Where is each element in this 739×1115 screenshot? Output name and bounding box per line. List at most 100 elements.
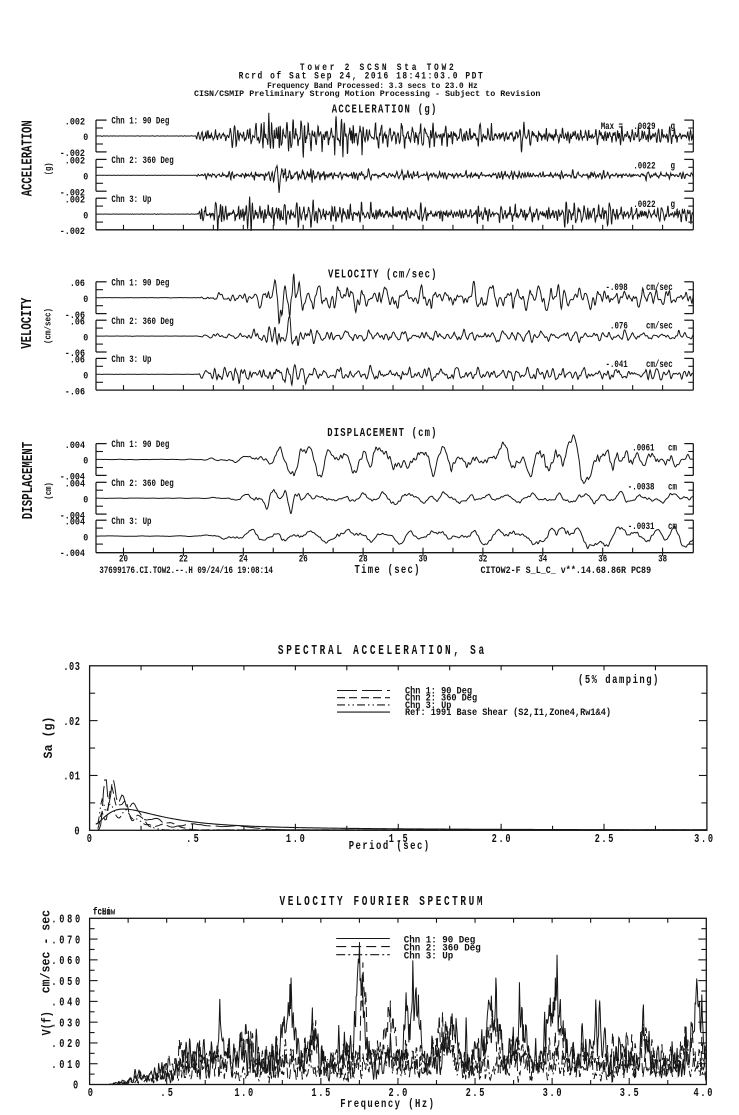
svg-text:Frequency (Hz): Frequency (Hz) xyxy=(340,1098,434,1112)
svg-text:-.041: -.041 xyxy=(606,359,628,371)
svg-text:24: 24 xyxy=(239,554,248,566)
svg-text:0: 0 xyxy=(83,210,88,222)
svg-text:-.098: -.098 xyxy=(606,282,628,294)
svg-text:Chn 1: 90 Deg: Chn 1: 90 Deg xyxy=(404,935,476,947)
svg-text:VELOCITY: VELOCITY xyxy=(20,297,36,348)
svg-text:1.0: 1.0 xyxy=(286,833,305,847)
svg-text:.004: .004 xyxy=(65,479,85,491)
svg-text:-.004: -.004 xyxy=(60,548,85,560)
svg-text:.004: .004 xyxy=(65,516,85,528)
svg-text:ACCELERATION: ACCELERATION xyxy=(21,120,37,196)
svg-text:ACCELERATION (g): ACCELERATION (g) xyxy=(332,103,437,117)
svg-text:4.0: 4.0 xyxy=(694,1087,713,1101)
svg-text:22: 22 xyxy=(179,554,188,566)
svg-text:20: 20 xyxy=(119,554,128,566)
svg-text:Chn 2: 360 Deg: Chn 2: 360 Deg xyxy=(405,693,477,704)
svg-text:Chn 3: Up: Chn 3: Up xyxy=(405,700,452,711)
svg-text:0: 0 xyxy=(83,294,88,306)
svg-text:g: g xyxy=(671,121,676,133)
svg-text:0: 0 xyxy=(74,825,79,839)
svg-text:34: 34 xyxy=(538,554,547,566)
svg-text:Ref: 1991 Base Shear (S2,I1,Zo: Ref: 1991 Base Shear (S2,I1,Zone4,Rw1&4) xyxy=(405,707,611,718)
svg-text:cm/sec: cm/sec xyxy=(646,282,673,294)
svg-text:cm: cm xyxy=(668,521,677,533)
svg-text:g: g xyxy=(671,160,676,172)
svg-text:0: 0 xyxy=(83,132,88,144)
svg-text:3.5: 3.5 xyxy=(620,1087,639,1101)
svg-text:.004: .004 xyxy=(65,440,85,452)
svg-text:28: 28 xyxy=(359,554,368,566)
svg-text:Chn 1: 90 Deg: Chn 1: 90 Deg xyxy=(111,116,169,128)
svg-text:32: 32 xyxy=(478,554,487,566)
svg-text:.0022: .0022 xyxy=(633,160,655,172)
svg-text:SPECTRAL ACCELERATION, Sa: SPECTRAL ACCELERATION, Sa xyxy=(278,642,484,658)
svg-text:0: 0 xyxy=(83,456,88,468)
svg-text:3.0: 3.0 xyxy=(694,833,713,847)
svg-text:fcHi: fcHi xyxy=(93,907,111,919)
svg-text:CISN/CSMIP Preliminary Strong: CISN/CSMIP Preliminary Strong Motion Pro… xyxy=(194,89,540,99)
svg-text:-.004: -.004 xyxy=(60,472,85,484)
svg-text:.06: .06 xyxy=(70,316,85,328)
svg-text:-.06: -.06 xyxy=(65,386,85,398)
svg-text:Max =: Max = xyxy=(601,121,623,133)
svg-text:.002: .002 xyxy=(65,194,85,206)
svg-text:1.5: 1.5 xyxy=(389,833,408,847)
svg-text:Rcrd of Sat Sep 24, 2016 18:41: Rcrd of Sat Sep 24, 2016 18:41:03.0 PDT xyxy=(239,70,483,82)
svg-text:Chn 3: Up: Chn 3: Up xyxy=(111,194,151,206)
svg-text:.0022: .0022 xyxy=(633,199,655,211)
svg-text:36: 36 xyxy=(598,554,607,566)
svg-text:-.0031: -.0031 xyxy=(628,521,655,533)
svg-text:Chn 2: 360 Deg: Chn 2: 360 Deg xyxy=(111,478,173,490)
svg-text:Chn 1: 90 Deg: Chn 1: 90 Deg xyxy=(111,439,169,451)
svg-text:Time (sec): Time (sec) xyxy=(355,564,420,578)
svg-text:.002: .002 xyxy=(65,116,85,128)
svg-text:0: 0 xyxy=(83,371,88,383)
svg-text:.06: .06 xyxy=(70,278,85,290)
svg-text:1.0: 1.0 xyxy=(234,1087,253,1101)
svg-text:VELOCITY FOURIER SPECTRUM: VELOCITY FOURIER SPECTRUM xyxy=(280,893,483,909)
svg-text:0: 0 xyxy=(88,1087,93,1101)
svg-text:cm/sec: cm/sec xyxy=(646,359,673,371)
svg-text:VELOCITY (cm/sec): VELOCITY (cm/sec) xyxy=(328,268,436,282)
svg-text:38: 38 xyxy=(658,554,667,566)
svg-text:V(f): V(f) xyxy=(40,1011,55,1035)
svg-text:0: 0 xyxy=(83,532,88,544)
svg-text:-.002: -.002 xyxy=(60,226,85,238)
svg-text:-.004: -.004 xyxy=(60,510,85,522)
svg-text:cm/sec: cm/sec xyxy=(646,320,673,332)
svg-text:2.0: 2.0 xyxy=(492,833,511,847)
svg-text:Chn 3: Up: Chn 3: Up xyxy=(111,354,151,366)
svg-text:-.002: -.002 xyxy=(60,187,85,199)
svg-text:Chn 2: 360 Deg: Chn 2: 360 Deg xyxy=(404,943,481,955)
svg-text:0: 0 xyxy=(73,1080,78,1094)
svg-text:Chn 2: 360 Deg: Chn 2: 360 Deg xyxy=(111,155,173,167)
svg-text:0: 0 xyxy=(83,172,88,184)
svg-text:1.5: 1.5 xyxy=(311,1087,330,1101)
svg-text:Chn 3: Up: Chn 3: Up xyxy=(111,516,151,528)
svg-text:-.002: -.002 xyxy=(60,148,85,160)
svg-text:Tower 2 SCSN Sta TOW2: Tower 2 SCSN Sta TOW2 xyxy=(300,61,454,73)
svg-text:0: 0 xyxy=(83,494,88,506)
svg-text:(cm): (cm) xyxy=(43,482,54,500)
svg-text:fcLow: fcLow xyxy=(93,907,116,919)
svg-text:2.5: 2.5 xyxy=(595,833,614,847)
svg-text:-.06: -.06 xyxy=(65,310,85,322)
svg-text:(5% damping): (5% damping) xyxy=(578,674,658,688)
svg-text:Sa (g): Sa (g) xyxy=(41,717,56,759)
svg-text:30: 30 xyxy=(419,554,428,566)
svg-text:.0061: .0061 xyxy=(632,443,654,455)
svg-text:-.0038: -.0038 xyxy=(628,482,655,494)
svg-text:g: g xyxy=(671,199,676,211)
svg-text:.0029: .0029 xyxy=(633,121,655,133)
svg-text:.03: .03 xyxy=(63,661,79,675)
svg-text:-.06: -.06 xyxy=(65,348,85,360)
svg-text:DISPLACEMENT: DISPLACEMENT xyxy=(21,442,37,520)
svg-text:.002: .002 xyxy=(65,156,85,168)
svg-text:.06: .06 xyxy=(70,355,85,367)
svg-text:Chn 1: 90 Deg: Chn 1: 90 Deg xyxy=(405,685,472,696)
svg-text:DISPLACEMENT (cm): DISPLACEMENT (cm) xyxy=(327,427,436,441)
svg-text:.02: .02 xyxy=(63,716,79,730)
svg-text:0: 0 xyxy=(83,332,88,344)
svg-text:Chn 2: 360 Deg: Chn 2: 360 Deg xyxy=(111,316,173,328)
svg-text:37699176.CI.TOW2.--.H 09/24/16: 37699176.CI.TOW2.--.H 09/24/16 19:08:14 xyxy=(99,565,273,577)
